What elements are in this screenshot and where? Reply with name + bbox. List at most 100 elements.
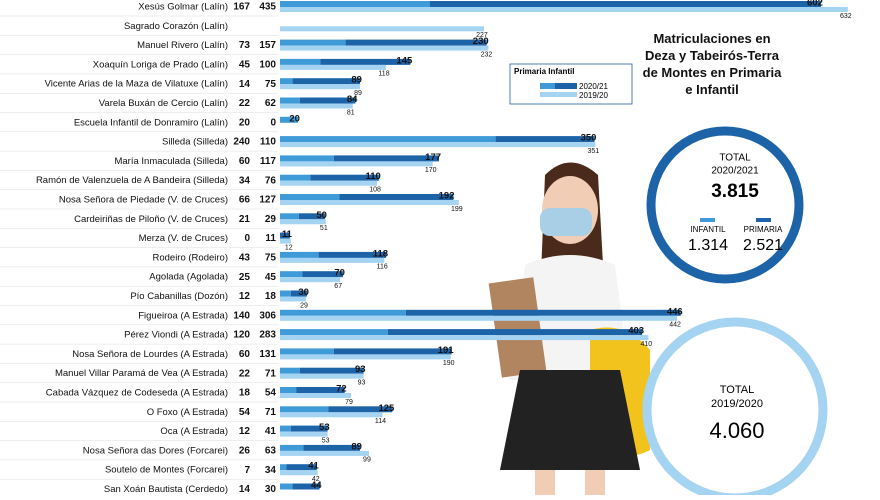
- previous-label: 190: [443, 360, 455, 367]
- bar-segment: [280, 406, 329, 413]
- primaria-value: 131: [259, 349, 276, 360]
- bar-segment: [333, 348, 452, 355]
- category-label: Silleda (Silleda): [162, 137, 228, 148]
- illustration: [488, 162, 650, 495]
- infantil-value: 54: [239, 407, 251, 418]
- previous-label: 632: [840, 13, 852, 20]
- summary-total: 4.060: [709, 418, 764, 443]
- bar: [280, 315, 678, 321]
- bar-segment: [345, 39, 487, 46]
- ring: [646, 126, 804, 284]
- infantil-value: 20: [239, 117, 251, 128]
- bar-segment: [405, 309, 681, 316]
- previous-label: 442: [669, 322, 681, 329]
- category-label: Manuel Villar Paramá de Vea (A Estrada): [55, 368, 228, 379]
- bar-segment: [286, 464, 317, 471]
- category-label: Cardeiriñas de Piloño (V. de Cruces): [74, 214, 228, 225]
- previous-label: 108: [369, 187, 381, 194]
- total-label: 11: [282, 229, 293, 240]
- total-label: 110: [366, 171, 381, 182]
- total-label: 350: [581, 133, 597, 144]
- total-label: 72: [336, 384, 347, 395]
- total-label: 44: [311, 480, 322, 491]
- summary-label: TOTAL: [720, 384, 754, 396]
- summary-value: 1.314: [688, 237, 728, 254]
- bar-segment: [280, 232, 290, 239]
- primaria-value: 45: [265, 272, 277, 283]
- primaria-value: 41: [265, 426, 277, 437]
- bar-segment: [280, 329, 388, 336]
- bar-segment: [495, 136, 595, 143]
- total-label: 145: [396, 55, 413, 66]
- category-label: Oca (A Estrada): [160, 426, 228, 437]
- infantil-value: 167: [233, 2, 250, 13]
- infantil-value: 34: [239, 175, 251, 186]
- primaria-value: 63: [265, 446, 277, 457]
- previous-label: 42: [312, 476, 320, 483]
- category-label: Sagrado Corazón (Lalín): [124, 21, 228, 32]
- bar: [280, 84, 360, 90]
- primaria-value: 71: [265, 368, 277, 379]
- summary-current: TOTAL 2020/2021 3.815 INFANTIL PRIMARIA …: [646, 126, 804, 284]
- bar: [280, 26, 484, 32]
- bar: [280, 103, 353, 109]
- total-label: 93: [355, 364, 366, 375]
- bar: [280, 431, 328, 437]
- swatch: [700, 218, 715, 222]
- bar: [280, 470, 318, 476]
- legend-swatch: [540, 83, 555, 89]
- legend-label: 2020/21: [579, 82, 608, 91]
- bar-segment: [280, 348, 334, 355]
- bar-segment: [280, 116, 298, 123]
- category-label: Merza (V. de Cruces): [139, 233, 228, 244]
- total-label: 230: [473, 36, 489, 47]
- bar-segment: [280, 425, 291, 432]
- total-label: 125: [378, 403, 395, 414]
- bar-segment: [303, 444, 360, 451]
- primaria-value: 127: [259, 195, 276, 206]
- summary-label: PRIMARIA: [744, 225, 783, 234]
- bar-segment: [280, 367, 300, 374]
- category-label: O Foxo (A Estrada): [147, 407, 228, 418]
- previous-label: 199: [451, 206, 463, 213]
- category-label: Vicente Arias de la Maza de Vilatuxe (La…: [45, 79, 228, 90]
- bar-segment: [280, 251, 319, 258]
- bar: [280, 335, 649, 341]
- category-label: Varela Buxán de Cercio (Lalín): [99, 98, 228, 109]
- bar: [280, 277, 341, 283]
- previous-label: 81: [347, 109, 355, 116]
- infantil-value: 14: [239, 79, 251, 90]
- infantil-value: 18: [239, 388, 251, 399]
- bar-segment: [280, 78, 293, 85]
- bar-segment: [280, 39, 346, 46]
- bar: [280, 450, 369, 456]
- bar: [280, 64, 387, 70]
- category-label: Soutelo de Montes (Forcarei): [105, 465, 228, 476]
- infantil-value: 12: [239, 291, 251, 302]
- bar-segment: [280, 444, 304, 451]
- category-label: Manuel Rivero (Lalín): [137, 40, 228, 51]
- bar: [280, 354, 451, 360]
- previous-label: 12: [285, 244, 293, 251]
- category-label: Pérez Viondi (A Estrada): [124, 330, 228, 341]
- category-label: Xesús Golmar (Lalín): [138, 2, 228, 13]
- legend-swatch: [540, 92, 577, 97]
- infantil-value: 43: [239, 253, 251, 264]
- bar-segment: [280, 1, 431, 7]
- infantil-value: 21: [239, 214, 251, 225]
- bar-segment: [290, 290, 307, 297]
- infantil-value: 0: [244, 233, 250, 244]
- total-label: 50: [316, 210, 327, 221]
- infantil-value: 60: [239, 349, 251, 360]
- category-label: Agolada (Agolada): [149, 272, 228, 283]
- previous-label: 232: [481, 51, 493, 58]
- bar-segment: [298, 213, 325, 220]
- bars: Xesús Golmar (Lalín) 167 435 602 632 Sagrado …: [0, 0, 852, 499]
- summary-period: 2020/2021: [711, 166, 759, 177]
- category-label: Xoaquín Loriga de Prado (Lalín): [93, 59, 228, 70]
- infantil-value: 14: [239, 484, 251, 495]
- summary-period: 2019/2020: [711, 398, 763, 410]
- category-label: Pío Cabanillas (Dozón): [130, 291, 228, 302]
- total-label: 89: [351, 75, 362, 86]
- legend-swatch: [555, 83, 577, 89]
